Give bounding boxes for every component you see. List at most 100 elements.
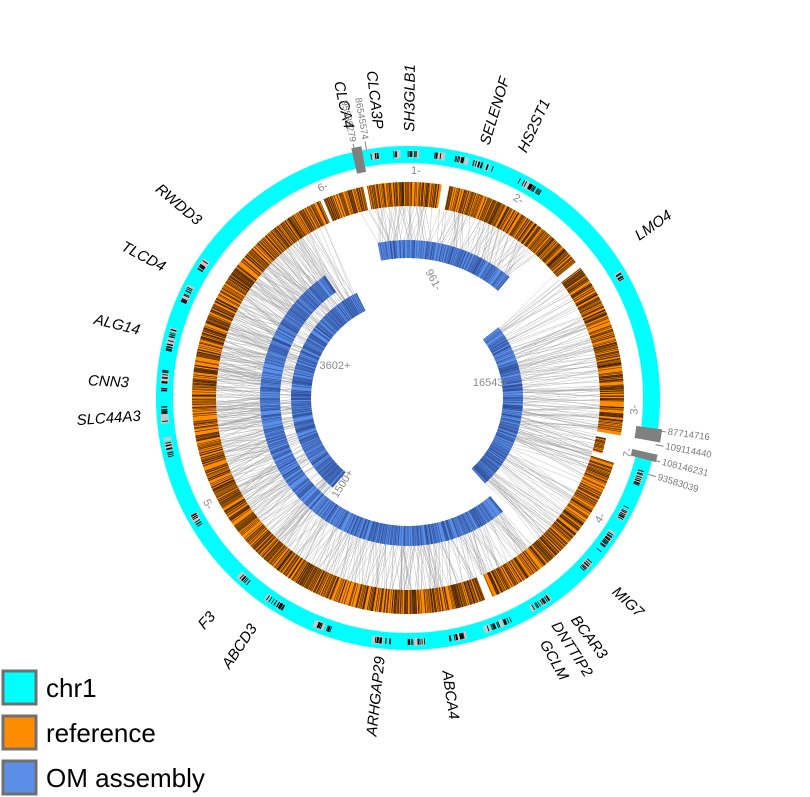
gene-tick bbox=[198, 266, 205, 270]
gene-tick bbox=[474, 160, 478, 167]
alignment-link bbox=[232, 465, 277, 476]
alignment-link bbox=[510, 449, 575, 495]
reference-tick bbox=[329, 196, 339, 220]
om-tick bbox=[325, 466, 341, 482]
om-tick bbox=[263, 426, 284, 432]
reference-tick bbox=[304, 566, 317, 589]
om-tick bbox=[394, 240, 397, 259]
reference-tick bbox=[347, 190, 355, 214]
reference-tick bbox=[521, 224, 537, 244]
gene-tick bbox=[637, 471, 644, 475]
reference-tick bbox=[429, 183, 433, 208]
reference-tick bbox=[586, 468, 609, 479]
om-tick bbox=[498, 427, 518, 434]
reference-tick bbox=[235, 513, 256, 529]
reference-tick bbox=[564, 272, 585, 287]
alignment-link bbox=[335, 537, 359, 577]
reference-tick bbox=[572, 496, 594, 510]
gene-tick bbox=[281, 604, 285, 611]
reference-tick bbox=[211, 477, 234, 489]
alignment-link bbox=[350, 540, 368, 582]
reference-tick bbox=[230, 506, 251, 521]
gene-tick bbox=[319, 623, 323, 630]
alignment-link bbox=[522, 394, 600, 403]
reference-tick bbox=[341, 580, 350, 604]
reference-tick bbox=[347, 190, 355, 214]
om-tick bbox=[299, 354, 319, 363]
alignment-link bbox=[514, 317, 583, 356]
om-tick bbox=[291, 408, 312, 412]
om-tick bbox=[319, 461, 336, 476]
gene-tick bbox=[615, 272, 622, 277]
reference-tick bbox=[355, 584, 362, 608]
gene-tick bbox=[166, 343, 173, 346]
reference-tick bbox=[262, 238, 280, 257]
alignment-link bbox=[472, 531, 502, 566]
reference-tick bbox=[539, 240, 556, 259]
gene-tick bbox=[618, 277, 625, 282]
gene-marker bbox=[528, 603, 536, 613]
om-tick bbox=[425, 241, 429, 260]
om-tick bbox=[458, 250, 466, 268]
om-tick bbox=[296, 361, 316, 368]
reference-tick bbox=[577, 487, 600, 500]
om-tick bbox=[347, 297, 359, 315]
reference-tick bbox=[533, 234, 550, 254]
om-tick bbox=[310, 451, 328, 464]
om-tick bbox=[441, 521, 448, 541]
alignment-link bbox=[511, 447, 583, 480]
om-tick bbox=[499, 367, 519, 374]
alignment-link bbox=[467, 533, 488, 574]
reference-tick bbox=[575, 492, 597, 505]
alignment-link bbox=[240, 304, 283, 320]
om-tick bbox=[301, 486, 317, 501]
reference-tick bbox=[597, 364, 622, 369]
reference-tick bbox=[539, 537, 557, 556]
om-tick bbox=[483, 455, 500, 468]
om-tick bbox=[268, 439, 288, 447]
reference-tick bbox=[204, 462, 228, 472]
gene-tick bbox=[635, 475, 642, 479]
gene-marker bbox=[607, 528, 616, 537]
om-tick bbox=[380, 523, 385, 544]
gene-tick bbox=[191, 514, 198, 519]
reference-tick bbox=[237, 264, 257, 280]
om-tick bbox=[260, 389, 281, 392]
om-tick bbox=[305, 290, 321, 306]
reference-tick bbox=[221, 494, 243, 508]
alignment-link bbox=[216, 379, 261, 392]
reference-tick bbox=[389, 589, 392, 614]
om-tick bbox=[471, 256, 480, 274]
reference-tick bbox=[216, 297, 238, 310]
reference-tick bbox=[203, 458, 226, 467]
reference-tick bbox=[516, 219, 531, 240]
om-tick bbox=[323, 275, 336, 293]
gene-tick bbox=[165, 444, 172, 447]
gene-tick bbox=[455, 634, 458, 641]
reference-tick bbox=[299, 211, 312, 233]
reference-tick bbox=[594, 345, 618, 353]
om-tick bbox=[471, 467, 486, 484]
reference-tick bbox=[200, 337, 224, 345]
gene-tick bbox=[460, 157, 463, 164]
reference-tick bbox=[199, 448, 223, 456]
alignment-link bbox=[304, 519, 324, 561]
reference-tick bbox=[480, 198, 491, 221]
reference-tick bbox=[296, 562, 310, 584]
om-tick bbox=[502, 388, 523, 391]
om-tick bbox=[294, 420, 314, 426]
om-tick bbox=[502, 383, 523, 387]
om-tick bbox=[498, 426, 518, 433]
om-tick bbox=[287, 311, 304, 325]
reference-tick bbox=[467, 580, 476, 604]
om-tick bbox=[496, 431, 516, 440]
reference-tick bbox=[599, 387, 624, 390]
reference-tick bbox=[277, 550, 293, 571]
om-tick bbox=[353, 516, 362, 536]
reference-tick bbox=[511, 216, 526, 237]
om-tick bbox=[272, 338, 291, 347]
alignment-link bbox=[411, 545, 419, 590]
alignment-link bbox=[374, 544, 385, 588]
reference-tick bbox=[233, 269, 254, 285]
om-tick bbox=[491, 442, 510, 453]
